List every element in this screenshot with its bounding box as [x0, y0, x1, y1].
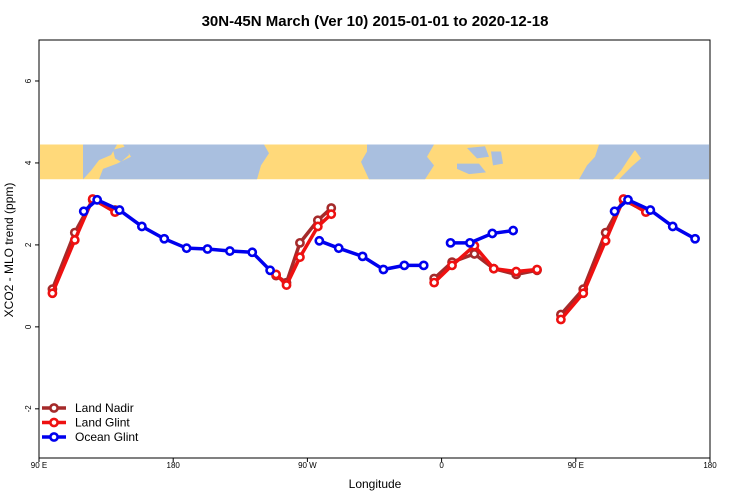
data-point [69, 235, 80, 245]
data-point [357, 251, 368, 262]
data-point [488, 263, 499, 274]
map-ocean-east-pacific [619, 144, 709, 180]
series-line [613, 198, 696, 241]
x-tick-label: 180 [703, 461, 717, 470]
data-point [645, 205, 656, 215]
series-land-glint [47, 194, 651, 325]
data-point [690, 233, 700, 244]
legend-label: Land Glint [75, 416, 130, 430]
data-point [202, 244, 213, 254]
data-point [465, 237, 475, 248]
data-point [429, 277, 440, 288]
x-tick-label: 180 [167, 461, 181, 470]
data-point [281, 280, 292, 290]
data-point [326, 209, 337, 220]
series-ocean-glint [78, 194, 700, 276]
data-point [333, 243, 344, 254]
map-ocean-pacific [99, 144, 269, 180]
data-point [295, 237, 305, 248]
world-map-band [40, 144, 709, 180]
data-point [609, 206, 620, 217]
series-line [559, 198, 647, 316]
y-tick-label: 6 [24, 78, 33, 83]
chart-title: 30N-45N March (Ver 10) 2015-01-01 to 202… [202, 13, 549, 30]
x-tick-label: 0 [439, 461, 444, 470]
x-tick-label: 90 W [298, 461, 317, 470]
data-point [623, 194, 633, 205]
data-point [114, 205, 125, 215]
series-layer [47, 194, 700, 325]
map-ocean-atlantic [361, 144, 434, 180]
legend-label: Land Nadir [75, 401, 134, 415]
data-point [508, 225, 519, 236]
y-tick-label: 0 [24, 324, 33, 329]
data-point [78, 206, 89, 217]
legend-marker [49, 432, 59, 442]
map-ocean-west-pacific [83, 144, 117, 180]
data-point [224, 246, 235, 256]
x-tick-label: 90 E [31, 461, 47, 470]
data-point [532, 264, 542, 275]
y-tick-label: 2 [24, 242, 33, 247]
map-ocean-east-asia-coast [579, 144, 639, 180]
x-axis: 90 E 180 90 W 0 90 E 180 [31, 458, 717, 470]
data-point [378, 264, 389, 275]
legend-label: Ocean Glint [75, 430, 139, 444]
map-ocean-caspian-sea [491, 151, 503, 166]
data-point [447, 260, 457, 271]
map-ocean-sea-of-japan-east [642, 147, 655, 161]
data-point [181, 243, 192, 254]
y-axis: -2 0 2 4 6 [24, 78, 39, 412]
legend-marker [49, 417, 59, 428]
data-point [295, 252, 305, 263]
data-point [445, 237, 456, 248]
map-ocean-mediterranean [457, 163, 486, 175]
data-point [265, 265, 276, 276]
x-tick-label: 90 E [568, 461, 584, 470]
data-point [92, 194, 103, 205]
x-axis-label: Longitude [349, 477, 402, 491]
data-point [487, 228, 498, 239]
data-point [399, 260, 410, 271]
data-point [600, 235, 611, 246]
data-point [159, 233, 170, 244]
series-line [50, 197, 116, 294]
data-point [555, 314, 566, 325]
data-point [47, 288, 58, 299]
plot-frame [38, 39, 711, 459]
map-ocean-sea-of-japan [113, 146, 129, 162]
y-tick-label: 4 [24, 160, 33, 165]
legend-marker [49, 403, 59, 413]
data-point [314, 235, 325, 246]
data-point [247, 247, 258, 258]
series-line [274, 212, 333, 287]
data-point [312, 221, 323, 232]
series-land-nadir [47, 194, 651, 320]
y-tick-label: -2 [24, 405, 33, 413]
series-line [450, 228, 514, 245]
map-ocean-black-sea [467, 146, 489, 159]
y-axis-label: XCO2 - MLO trend (ppm) [2, 183, 16, 318]
series-line [82, 198, 272, 272]
data-point [511, 266, 522, 277]
data-point [667, 221, 678, 232]
data-point [418, 260, 429, 271]
data-point [136, 221, 147, 232]
data-point [578, 288, 589, 299]
